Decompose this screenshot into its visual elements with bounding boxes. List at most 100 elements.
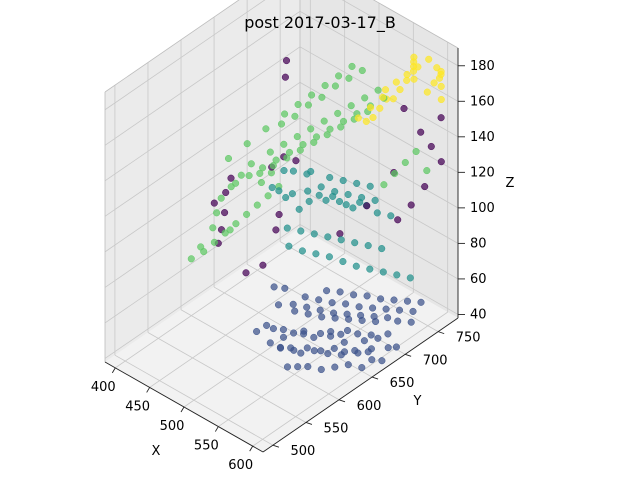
data-point (282, 57, 291, 65)
data-point (292, 157, 300, 165)
data-point (259, 164, 267, 172)
data-point (304, 187, 312, 195)
z-grid-line (104, 0, 266, 111)
data-point (336, 288, 344, 296)
data-point (392, 343, 400, 351)
data-point (417, 298, 425, 306)
pane-edge (372, 0, 459, 49)
z-grid-line (299, 153, 459, 244)
data-point (380, 181, 388, 189)
data-point (414, 63, 422, 71)
data-point (363, 292, 371, 300)
data-point (317, 183, 325, 191)
data-point (376, 104, 384, 112)
data-point (291, 112, 299, 120)
data-point (283, 363, 292, 371)
data-point (321, 81, 329, 90)
z-axis-label: Z (506, 176, 515, 191)
data-point (294, 363, 302, 371)
data-point (395, 306, 404, 314)
data-point (391, 170, 399, 178)
data-point (364, 348, 372, 356)
data-point (389, 95, 397, 103)
data-point (403, 70, 411, 79)
data-point (366, 104, 375, 112)
data-point (382, 305, 390, 313)
data-point (291, 307, 299, 315)
data-point (275, 187, 283, 195)
y-grid-line (147, 332, 307, 423)
data-point (423, 167, 431, 175)
data-point (407, 201, 415, 209)
data-point (372, 317, 380, 326)
data-point (344, 361, 352, 369)
data-point (368, 356, 376, 364)
x-tick-label: 500 (160, 419, 185, 434)
y-tick-mark (305, 422, 313, 425)
data-point (337, 123, 345, 131)
data-point (221, 229, 229, 237)
data-point (387, 212, 395, 220)
data-point (274, 301, 283, 309)
data-point (298, 247, 306, 255)
data-point (354, 114, 362, 122)
x-tick-mark (214, 426, 219, 432)
x-grid-line (218, 292, 414, 427)
data-point (266, 148, 274, 156)
data-point (390, 296, 398, 304)
data-point (393, 271, 401, 279)
data-point (285, 148, 294, 156)
data-point (310, 230, 318, 238)
data-point (280, 140, 288, 148)
x-tick-label: 400 (91, 380, 116, 395)
data-point (277, 120, 286, 128)
data-point (256, 169, 264, 177)
data-point (339, 176, 347, 185)
data-point (243, 140, 251, 148)
x-grid-line (252, 311, 448, 447)
data-point (289, 167, 297, 175)
x-tick-label: 600 (228, 458, 253, 473)
y-tick-mark (371, 376, 379, 380)
data-point (301, 293, 309, 301)
data-point (257, 178, 265, 187)
data-point (266, 339, 274, 347)
z-tick-label: 40 (470, 307, 487, 322)
data-point (351, 347, 359, 355)
data-point (403, 297, 412, 305)
data-point (407, 318, 415, 326)
x-tick-mark (111, 367, 116, 374)
data-point (304, 363, 312, 371)
data-point (384, 314, 392, 322)
data-point (349, 204, 357, 212)
data-point (224, 154, 233, 163)
data-point (396, 86, 404, 94)
data-point (307, 125, 315, 133)
data-point (374, 334, 382, 342)
data-point (293, 133, 301, 141)
data-point (381, 86, 390, 94)
data-point (384, 330, 392, 338)
data-point (394, 216, 402, 224)
data-point (237, 171, 245, 179)
data-point (305, 197, 313, 205)
data-point (310, 347, 318, 355)
data-point (379, 268, 387, 276)
y-tick-label: 750 (456, 331, 481, 346)
data-point (317, 365, 325, 374)
y-tick-label: 500 (291, 444, 316, 459)
data-point (320, 117, 328, 125)
data-point (371, 196, 379, 204)
data-point (358, 66, 366, 75)
data-point (337, 330, 345, 338)
data-point (348, 62, 356, 70)
y-tick-label: 600 (357, 399, 382, 414)
data-point (343, 326, 352, 335)
y-tick-label: 700 (423, 353, 448, 368)
data-point (437, 82, 445, 90)
data-point (345, 74, 353, 82)
data-point (327, 328, 335, 336)
data-point (356, 198, 364, 206)
